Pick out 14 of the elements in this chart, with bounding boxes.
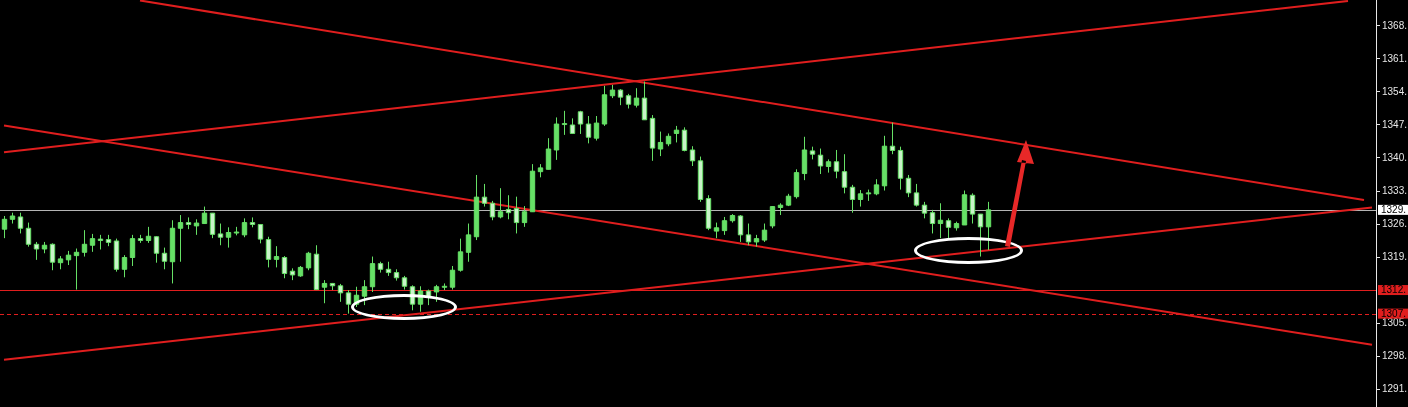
y-tick-label: 1333. [1382,184,1408,196]
ref-line-label: 1307. [1381,307,1407,319]
ref-line-label: 1312. [1381,284,1407,296]
y-tick-label: 1326. [1382,217,1408,229]
y-tick-label: 1319. [1382,250,1408,262]
y-tick-label: 1298. [1382,349,1408,361]
y-tick-label: 1340. [1382,151,1408,163]
y-tick-label: 1368. [1382,19,1408,31]
y-tick-label: 1291. [1382,382,1408,394]
y-tick-label: 1347. [1382,118,1408,130]
ref-line-label: 1329. [1381,204,1407,216]
y-tick-label: 1354. [1382,85,1408,97]
y-tick-label: 1361. [1382,52,1408,64]
y-tick-label: 1305. [1382,316,1408,328]
